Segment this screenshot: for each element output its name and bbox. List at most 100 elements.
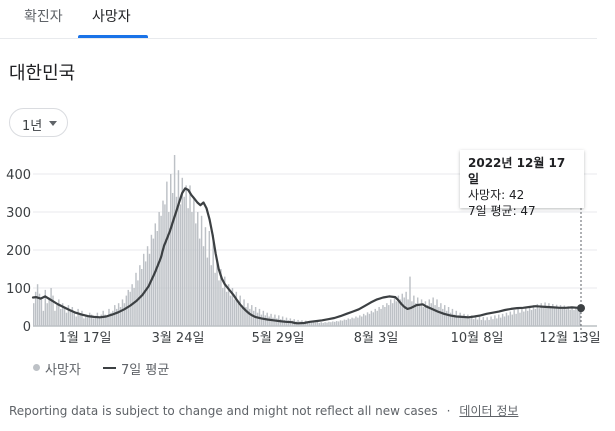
daily-bar [503, 316, 506, 326]
data-info-link[interactable]: 데이터 정보 [459, 404, 519, 418]
daily-bar [347, 318, 349, 326]
daily-bar [386, 303, 388, 326]
daily-bar [152, 238, 155, 326]
daily-bar [548, 303, 550, 326]
daily-bar [567, 306, 569, 326]
daily-bar [214, 272, 216, 326]
daily-bar [308, 321, 311, 326]
daily-bar [534, 308, 537, 326]
daily-bar [272, 317, 274, 326]
daily-bar [148, 253, 151, 326]
daily-bar [469, 318, 471, 326]
daily-bar [181, 177, 184, 326]
tab-deaths[interactable]: 사망자 [92, 9, 131, 25]
daily-bar [33, 303, 35, 326]
y-tick-label: 100 [6, 282, 31, 297]
daily-bar [139, 265, 141, 326]
daily-bar [92, 318, 95, 326]
y-tick-label: 0 [23, 320, 31, 335]
daily-bar [276, 318, 278, 326]
daily-bar [561, 308, 564, 326]
daily-bar [142, 253, 145, 326]
legend-line-label: 7일 평균 [121, 363, 170, 378]
deaths-chart[interactable]: 0 100 200 300 400 1월 17일 3월 24일 5월 29일 8월 3일 10월… [0, 140, 615, 350]
daily-bar [351, 317, 353, 326]
daily-bar [239, 295, 241, 326]
daily-bar [154, 223, 157, 326]
daily-bar [501, 313, 504, 326]
daily-bar [328, 321, 330, 326]
daily-bar [222, 288, 224, 326]
daily-bar [395, 301, 398, 326]
daily-bar [324, 322, 326, 326]
daily-bar [384, 307, 386, 326]
daily-bar [461, 316, 463, 326]
daily-bar [141, 269, 143, 326]
daily-bar [162, 200, 164, 326]
daily-bar [544, 302, 546, 326]
daily-bar [98, 316, 101, 326]
tab-cases[interactable]: 확진자 [24, 9, 63, 25]
daily-bar [106, 316, 108, 326]
x-tick-label: 3월 24일 [152, 331, 205, 346]
daily-bar [579, 307, 581, 326]
daily-bar [436, 299, 438, 326]
daily-bar [401, 293, 403, 326]
daily-bar [36, 284, 39, 326]
daily-bar [208, 231, 211, 326]
daily-bar [175, 196, 178, 326]
daily-bar [488, 319, 490, 326]
daily-bar [52, 295, 54, 326]
daily-bar [318, 322, 321, 326]
daily-bar [422, 307, 425, 326]
daily-bar [509, 311, 512, 326]
daily-bar [525, 307, 527, 326]
daily-bar [438, 307, 440, 326]
daily-bar [48, 297, 50, 326]
daily-bar [552, 303, 554, 326]
daily-bar [471, 315, 473, 326]
daily-bar [316, 321, 319, 326]
daily-bar [100, 314, 102, 326]
daily-bar [530, 310, 533, 326]
daily-bar [158, 212, 160, 326]
daily-bar [46, 303, 48, 326]
daily-deaths-bars [33, 155, 581, 326]
x-axis-labels: 1월 17일 3월 24일 5월 29일 8월 3일 10월 8일 12월 13일 [59, 331, 601, 346]
daily-bar [453, 314, 456, 326]
daily-bar [432, 297, 434, 326]
tooltip-date: 2022년 12월 17일 [468, 156, 566, 186]
daily-bar [58, 299, 60, 326]
daily-bar [409, 276, 411, 326]
daily-bar [380, 308, 382, 326]
daily-bar [345, 319, 348, 326]
daily-bar [444, 305, 446, 326]
daily-bar [484, 320, 486, 326]
daily-bar [526, 310, 529, 326]
daily-bar [237, 303, 239, 326]
daily-bar [69, 310, 72, 326]
daily-bar [490, 316, 492, 326]
daily-bar [538, 308, 540, 326]
daily-bar [160, 215, 162, 326]
time-range-value: 1년 [22, 119, 43, 134]
daily-bar [307, 322, 309, 326]
daily-bar [575, 307, 577, 326]
daily-bar [77, 308, 79, 326]
daily-bar [536, 303, 539, 326]
daily-bar [496, 318, 498, 326]
daily-bar [391, 303, 394, 326]
daily-bar [451, 308, 454, 326]
x-tick-label: 12월 13일 [539, 331, 600, 346]
daily-bar [220, 269, 222, 326]
daily-bar [492, 319, 494, 326]
daily-bar [42, 310, 45, 326]
daily-bar [177, 170, 180, 326]
daily-bar [447, 307, 450, 326]
time-range-dropdown[interactable]: 1년 [9, 108, 68, 137]
daily-bar [415, 303, 417, 326]
daily-bar [559, 305, 562, 326]
tooltip-average: 7일 평균: 47 [468, 204, 536, 218]
daily-bar [171, 193, 174, 326]
daily-bar [494, 315, 496, 326]
